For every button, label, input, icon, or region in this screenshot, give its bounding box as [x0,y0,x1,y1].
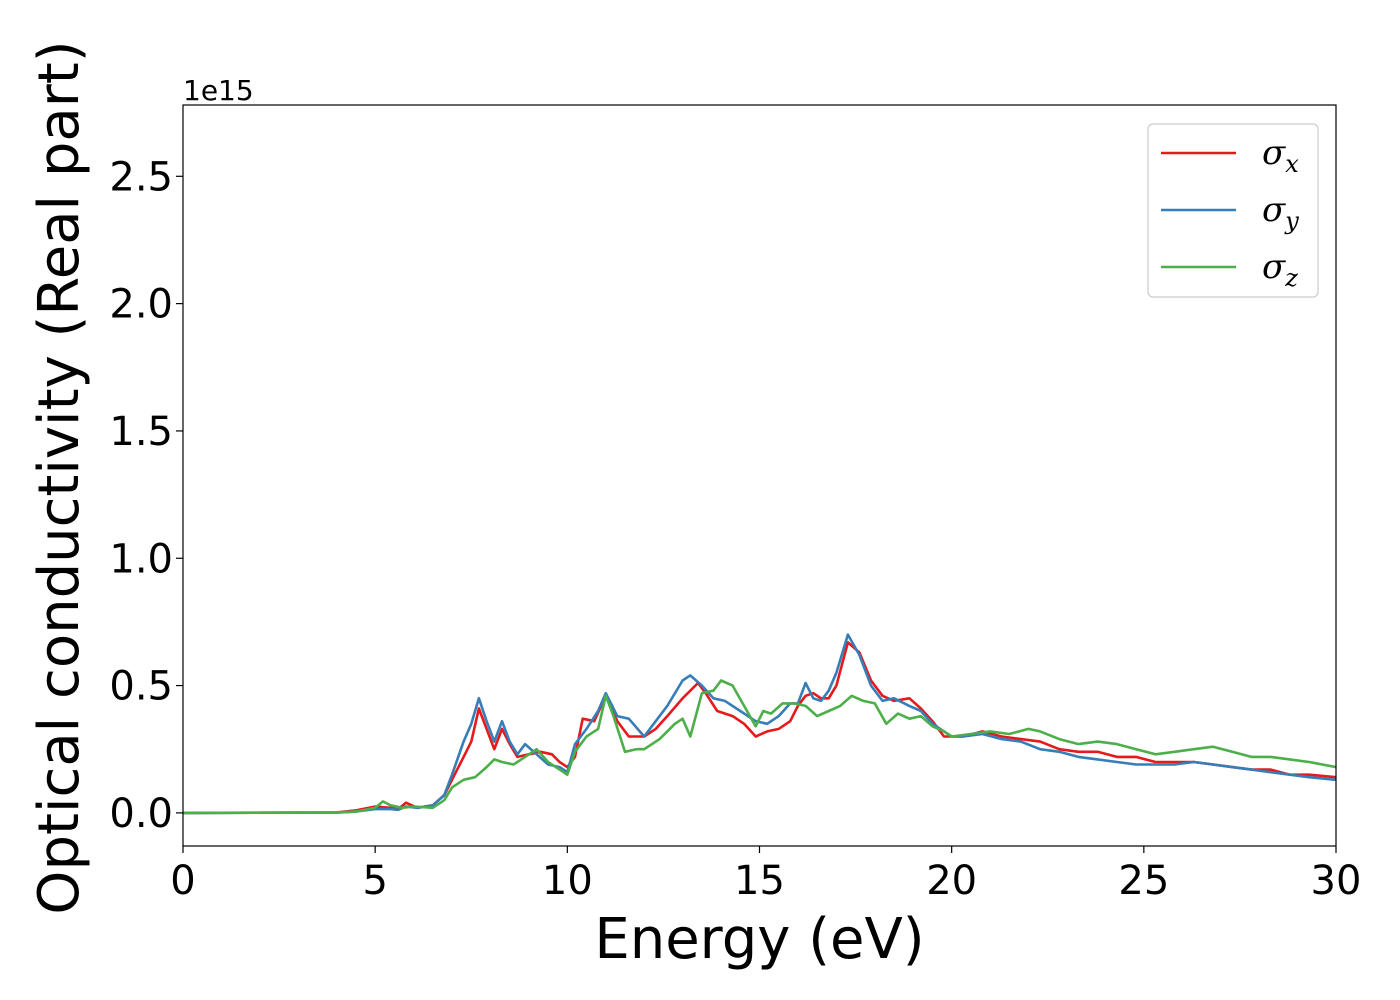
x-tick-label: 20 [926,858,977,904]
y-axis-ticks: 0.0 0.5 1.0 1.5 2.0 2.5 [109,154,183,837]
x-tick-label: 0 [170,858,195,904]
y-tick-label: 0.0 [109,791,173,837]
y-offset-label: 1e15 [183,74,254,107]
x-tick-label: 5 [362,858,387,904]
x-tick-label: 10 [542,858,593,904]
legend: σx σy σz [1147,123,1319,298]
y-axis-title: Optical conductivity (Real part) [27,40,92,914]
series-line-z [183,679,1336,815]
y-tick-label: 1.5 [109,409,173,455]
x-axis-ticks: 0 5 10 15 20 25 30 [170,846,1361,904]
x-axis-title: Energy (eV) [594,907,924,972]
x-tick-label: 30 [1311,858,1362,904]
x-tick-label: 25 [1118,858,1169,904]
series-lines [183,633,1336,815]
y-tick-label: 2.5 [109,154,173,200]
y-tick-label: 0.5 [109,664,173,710]
legend-label-z: σz [1262,247,1298,292]
legend-label-x: σx [1262,133,1299,178]
series-line-x [183,640,1336,815]
x-tick-label: 15 [734,858,785,904]
y-tick-label: 1.0 [109,536,173,582]
legend-label-y: σy [1262,190,1299,235]
series-line-y [183,633,1336,815]
y-tick-label: 2.0 [109,282,173,328]
